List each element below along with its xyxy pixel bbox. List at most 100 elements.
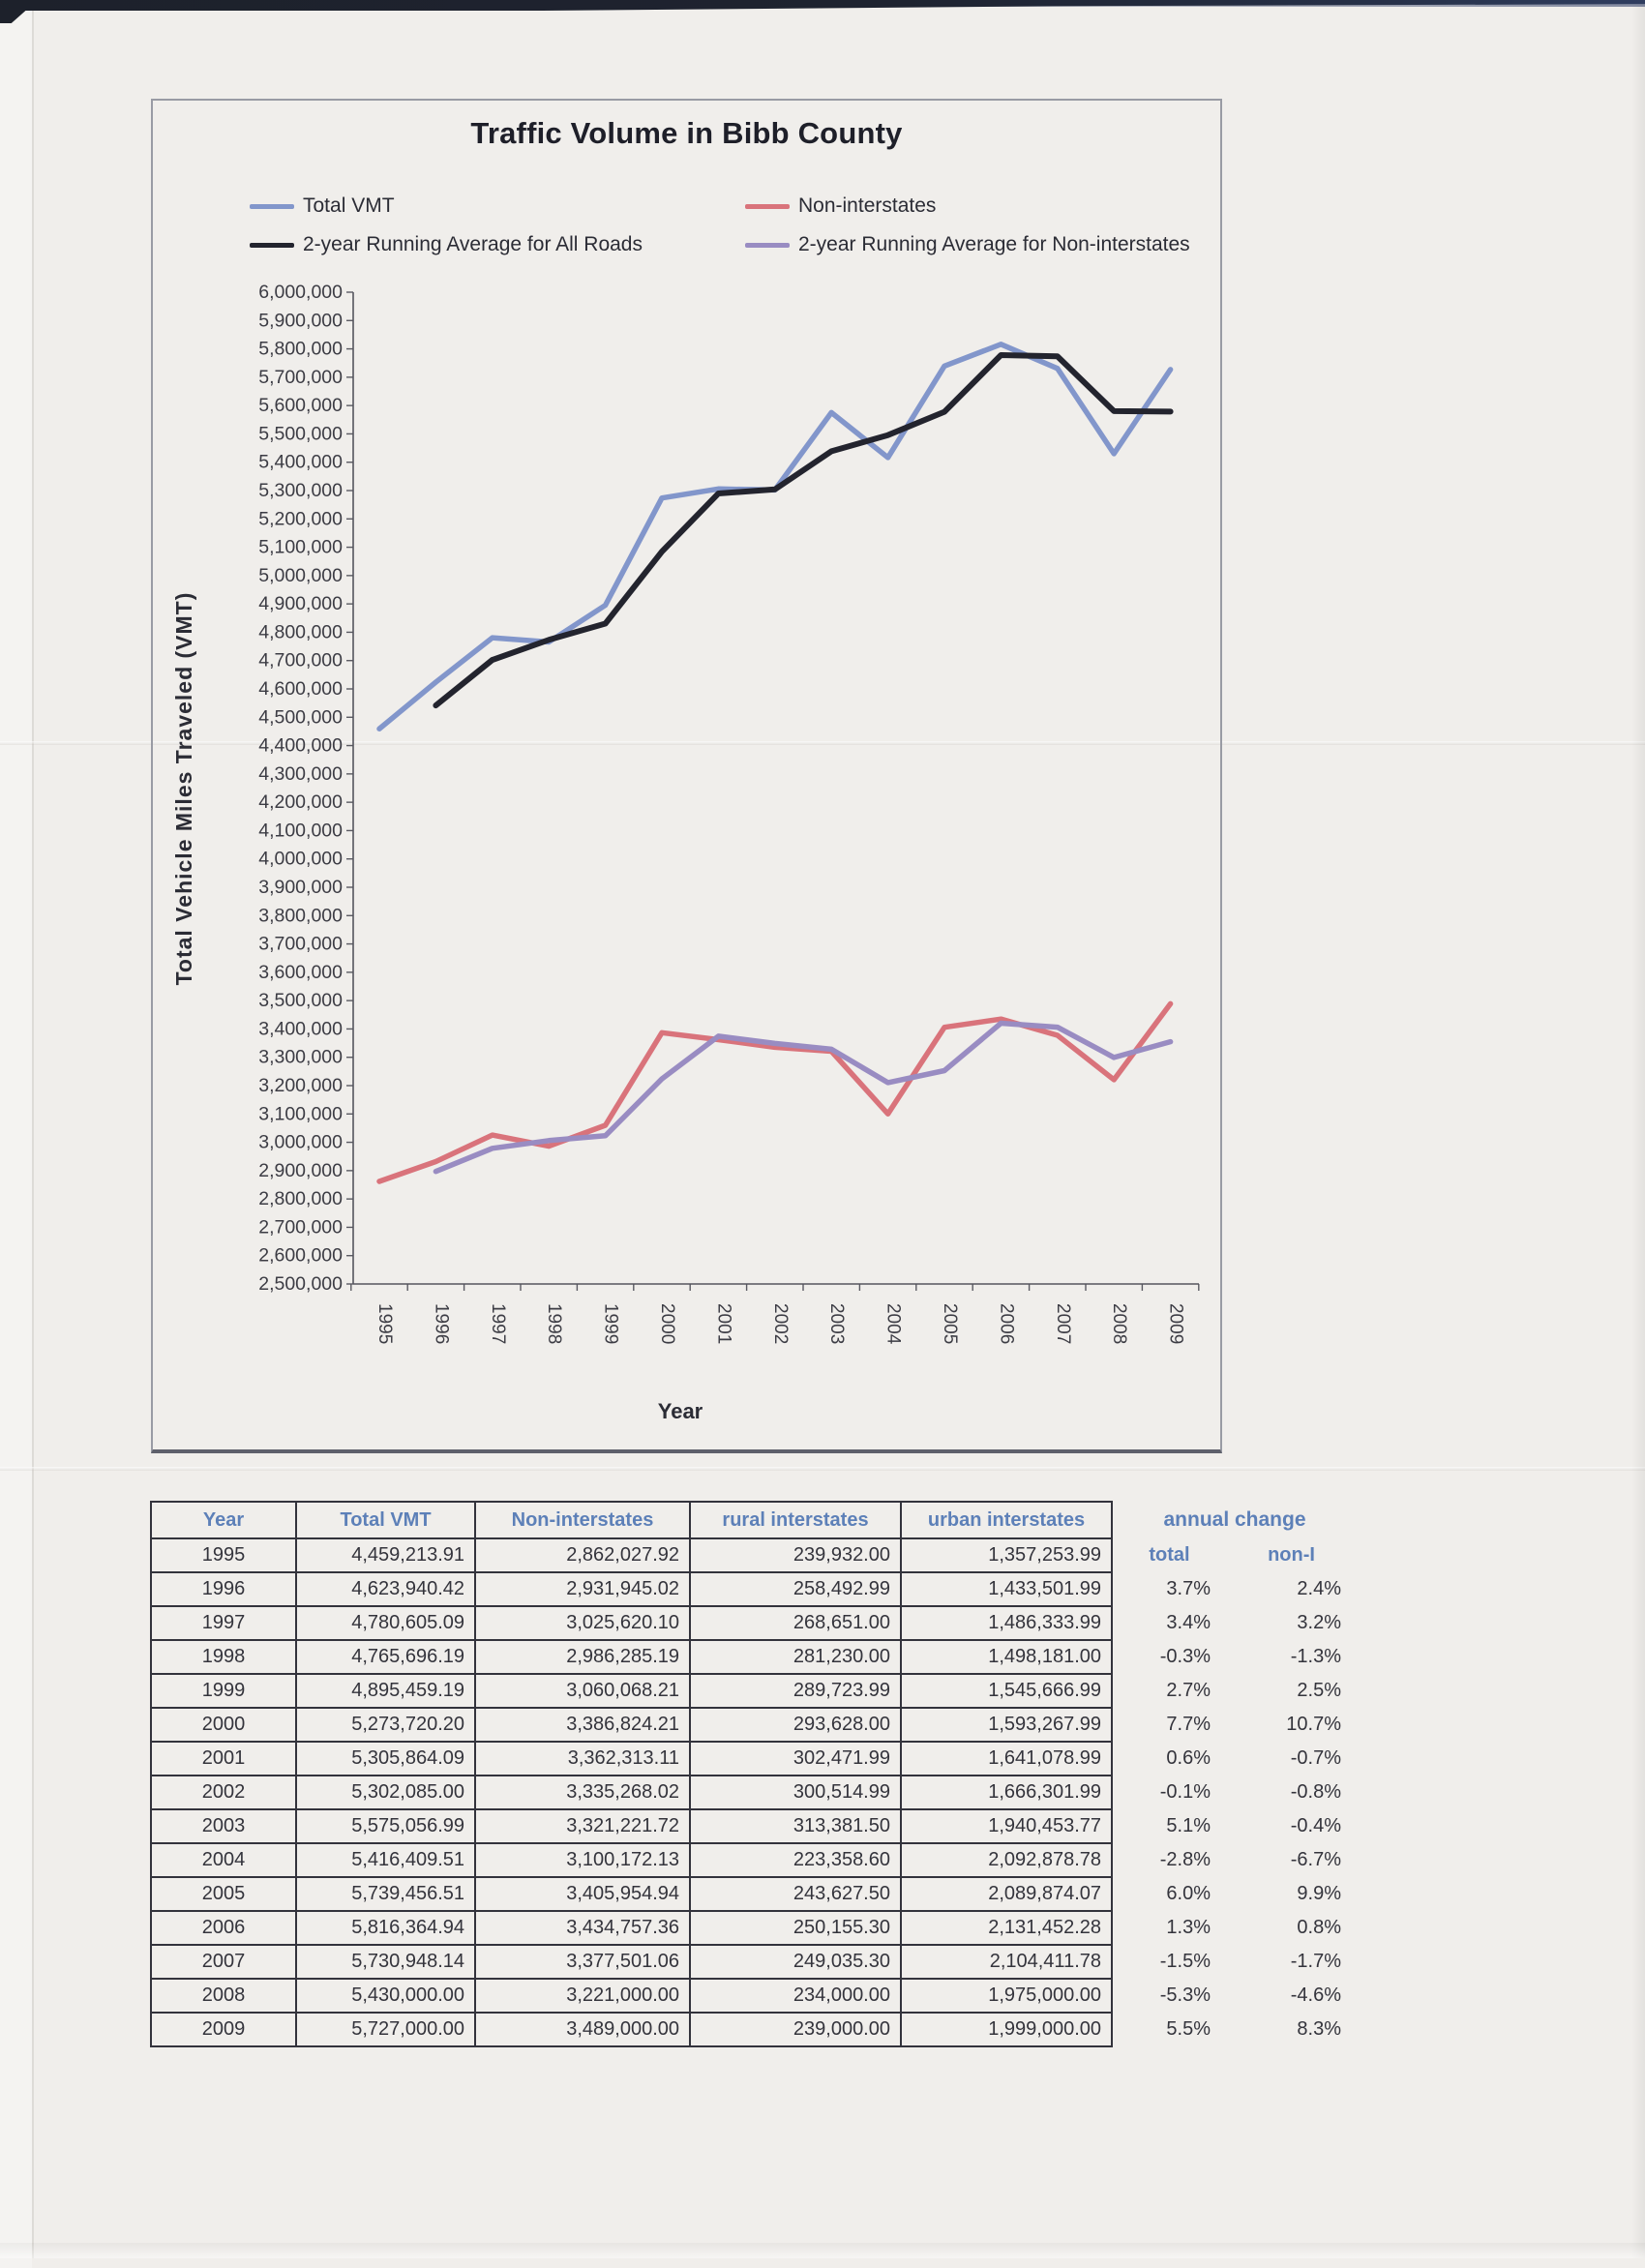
cell-value: 239,000.00 (689, 2012, 902, 2047)
x-tick-label: 1998 (544, 1303, 564, 1344)
cell-value: 5,416,409.51 (295, 1842, 476, 1878)
y-tick-label: 5,400,000 (258, 452, 343, 473)
cell-value: 4,895,459.19 (295, 1673, 476, 1709)
x-tick-label: 2006 (996, 1303, 1016, 1344)
cell-annual-change: 7.7% (1166, 1714, 1211, 1735)
cell-value: 2,131,452.28 (900, 1910, 1113, 1946)
cell-year: 2005 (150, 1876, 297, 1912)
cell-year: 2004 (150, 1842, 297, 1878)
cell-year: 2009 (150, 2012, 297, 2047)
table-row-2000: 2000 5,273,720.20 3,386,824.21 293,628.00 1,… (150, 1707, 1357, 1743)
cell-annual-change: -0.4% (1290, 1815, 1341, 1836)
cell-value: 5,302,085.00 (295, 1775, 476, 1810)
column-header-urban-interstates: urban interstates (900, 1501, 1113, 1539)
legend-label: Non-interstates (798, 194, 937, 217)
y-tick-label: 4,000,000 (258, 849, 343, 870)
x-tick-label: 2002 (770, 1303, 791, 1344)
legend-item-non-interstates: Non-interstates (745, 194, 936, 219)
cell-value: 289,723.99 (689, 1673, 902, 1709)
y-tick-label: 4,700,000 (258, 650, 343, 671)
y-tick-label: 4,100,000 (258, 820, 343, 841)
y-tick-label: 5,800,000 (258, 339, 343, 360)
cell-year: 2000 (150, 1707, 297, 1743)
cell-value: 239,932.00 (689, 1537, 902, 1573)
cell-annual-change: 3.2% (1297, 1612, 1341, 1633)
cell-annual-change: 6.0% (1166, 1883, 1211, 1904)
cell-value: 3,489,000.00 (474, 2012, 691, 2047)
series-2-year-running-average-for-all-roads (433, 352, 1174, 709)
scan-paper-edge (32, 11, 34, 2258)
cell-value: 1,357,253.99 (900, 1537, 1113, 1573)
cell-year: 1998 (150, 1639, 297, 1675)
cell-annual-change: 2.4% (1297, 1578, 1341, 1599)
legend-item-2-year-running-average-for-all-roads: 2-year Running Average for All Roads (250, 232, 643, 257)
cell-value: 2,104,411.78 (900, 1944, 1113, 1980)
cell-value: 3,321,221.72 (474, 1808, 691, 1844)
x-tick-label: 2001 (713, 1303, 733, 1344)
cell-annual-change: -0.1% (1159, 1781, 1211, 1803)
cell-annual-change: -5.3% (1159, 1984, 1211, 2006)
cell-annual-change: total (1149, 1544, 1190, 1566)
cell-value: 302,471.99 (689, 1741, 902, 1776)
column-header-rural-interstates: rural interstates (689, 1501, 902, 1539)
cell-value: 243,627.50 (689, 1876, 902, 1912)
y-tick-label: 5,600,000 (258, 395, 343, 416)
x-tick-label: 2004 (883, 1303, 904, 1345)
cell-annual-change: 0.8% (1297, 1917, 1341, 1938)
table-row-2002: 2002 5,302,085.00 3,335,268.02 300,514.99 1,… (150, 1775, 1357, 1810)
legend-item-2-year-running-average-for-non-interstates: 2-year Running Average for Non-interstat… (745, 232, 1190, 257)
y-tick-label: 2,700,000 (258, 1216, 343, 1238)
x-tick-label: 2007 (1053, 1303, 1073, 1344)
table-row-2009: 2009 5,727,000.00 3,489,000.00 239,000.00 1,… (150, 2012, 1357, 2047)
scan-right-shadow (1631, 0, 1645, 2258)
y-tick-label: 3,200,000 (258, 1075, 343, 1096)
cell-annual-change: -4.6% (1290, 1984, 1341, 2006)
cell-annual-change: -1.5% (1159, 1951, 1211, 1972)
cell-value: 313,381.50 (689, 1808, 902, 1844)
table-row-1998: 1998 4,765,696.19 2,986,285.19 281,230.00 1,… (150, 1639, 1357, 1675)
x-tick-label: 2008 (1109, 1303, 1129, 1344)
y-tick-label: 4,200,000 (258, 791, 343, 813)
y-tick-label: 5,900,000 (258, 310, 343, 331)
cell-year: 2006 (150, 1910, 297, 1946)
y-tick-label: 3,600,000 (258, 962, 343, 983)
table-row-2005: 2005 5,739,456.51 3,405,954.94 243,627.50 2,… (150, 1876, 1357, 1912)
y-tick-label: 5,700,000 (258, 367, 343, 388)
x-tick-label: 2005 (940, 1303, 960, 1344)
table-row-2003: 2003 5,575,056.99 3,321,221.72 313,381.50 1,… (150, 1808, 1357, 1844)
cell-value: 1,486,333.99 (900, 1605, 1113, 1641)
cell-year: 2002 (150, 1775, 297, 1810)
cell-value: 3,335,268.02 (474, 1775, 691, 1810)
cell-value: 1,940,453.77 (900, 1808, 1113, 1844)
cell-annual-change: 5.5% (1166, 2018, 1211, 2040)
y-tick-label: 2,800,000 (258, 1188, 343, 1209)
legend-label: 2-year Running Average for Non-interstat… (798, 233, 1190, 255)
x-tick-label: 1999 (601, 1303, 621, 1344)
cell-value: 5,430,000.00 (295, 1978, 476, 2014)
cell-value: 4,780,605.09 (295, 1605, 476, 1641)
legend-swatch (745, 203, 790, 209)
x-tick-label: 2009 (1166, 1303, 1186, 1344)
table-row-2001: 2001 5,305,864.09 3,362,313.11 302,471.99 1,… (150, 1741, 1357, 1776)
x-tick-label: 2003 (826, 1303, 847, 1344)
column-header-year: Year (150, 1501, 297, 1539)
scan-top-strip (0, 0, 1645, 11)
legend-swatch (250, 203, 294, 209)
chart-figure: Traffic Volume in Bibb County Total VMT N… (151, 99, 1222, 1453)
cell-value: 5,575,056.99 (295, 1808, 476, 1844)
cell-value: 2,092,878.78 (900, 1842, 1113, 1878)
paper-crease (0, 741, 1645, 745)
cell-year: 1995 (150, 1537, 297, 1573)
cell-value: 258,492.99 (689, 1571, 902, 1607)
cell-annual-change: -0.7% (1290, 1747, 1341, 1769)
table-row-1999: 1999 4,895,459.19 3,060,068.21 289,723.99 1,… (150, 1673, 1357, 1709)
y-tick-label: 3,300,000 (258, 1047, 343, 1068)
cell-value: 249,035.30 (689, 1944, 902, 1980)
chart-legend: Total VMT Non-interstates 2-year Running A… (153, 190, 1220, 277)
y-tick-label: 4,900,000 (258, 593, 343, 614)
x-tick-label: 1997 (488, 1303, 508, 1344)
cell-value: 5,816,364.94 (295, 1910, 476, 1946)
cell-year: 2001 (150, 1741, 297, 1776)
y-tick-label: 3,900,000 (258, 877, 343, 898)
cell-value: 4,623,940.42 (295, 1571, 476, 1607)
